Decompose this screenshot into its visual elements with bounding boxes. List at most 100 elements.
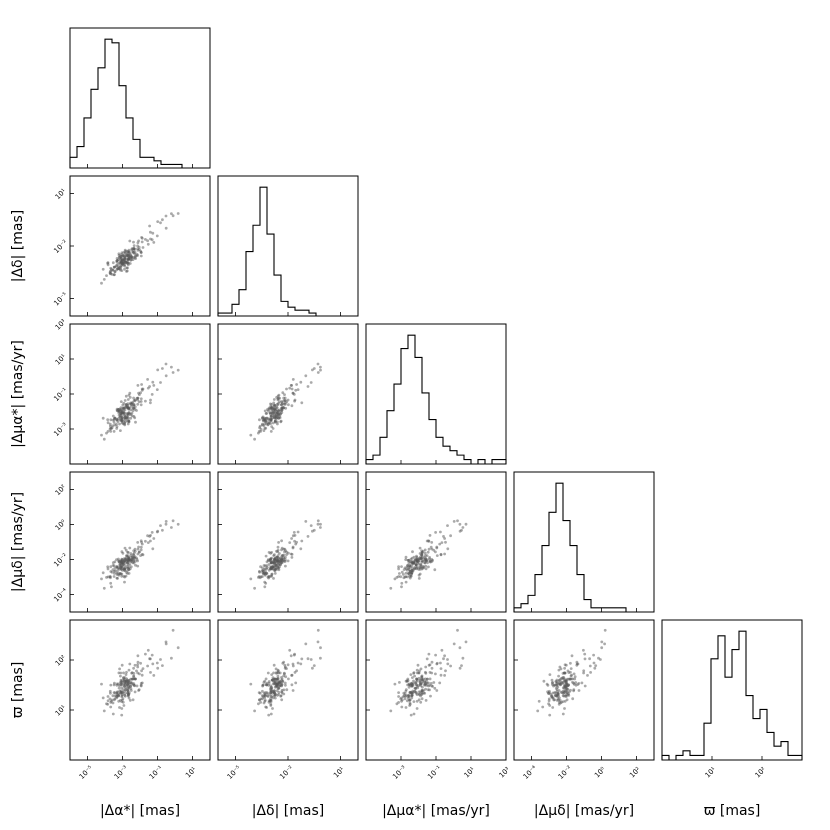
scatter-point xyxy=(266,575,270,579)
scatter-point xyxy=(406,558,410,562)
scatter-point xyxy=(127,250,131,254)
scatter-point xyxy=(397,565,400,569)
scatter-point xyxy=(283,681,287,685)
scatter-point xyxy=(425,558,429,562)
scatter-point xyxy=(300,401,304,405)
scatter-point xyxy=(121,558,124,562)
scatter-point xyxy=(542,679,546,683)
scatter-point xyxy=(105,431,108,435)
scatter-point xyxy=(272,401,276,405)
scatter-point xyxy=(428,534,432,537)
scatter-point xyxy=(128,563,132,566)
scatter-point xyxy=(416,663,420,667)
scatter-point xyxy=(109,418,113,422)
scatter-point xyxy=(577,689,581,692)
scatter-point xyxy=(409,713,413,717)
scatter-point xyxy=(121,403,125,407)
scatter-point xyxy=(121,412,125,416)
scatter-point xyxy=(319,656,322,660)
scatter-point xyxy=(274,566,277,569)
scatter-point xyxy=(273,553,276,557)
scatter-point xyxy=(294,388,298,392)
scatter-point xyxy=(397,695,400,698)
scatter-point xyxy=(400,570,404,574)
scatter-point xyxy=(407,698,411,702)
panel-dpmdec-vs-dpmdec xyxy=(513,471,655,613)
scatter-point xyxy=(429,682,433,685)
scatter-point xyxy=(420,678,424,682)
scatter-point xyxy=(164,642,168,646)
scatter-point xyxy=(592,653,595,657)
scatter-point xyxy=(155,234,159,238)
x-axis-label-dra: |Δα*| [mas] xyxy=(100,803,180,819)
scatter-point xyxy=(424,687,427,691)
scatter-point xyxy=(121,563,125,567)
scatter-point xyxy=(115,425,119,428)
scatter-point xyxy=(440,541,444,544)
scatter-point xyxy=(440,648,444,652)
scatter-point xyxy=(592,661,596,665)
scatter-point xyxy=(419,667,423,671)
scatter-point xyxy=(404,679,408,683)
scatter-point xyxy=(410,572,413,575)
scatter-point xyxy=(161,367,164,370)
scatter-point xyxy=(460,664,463,667)
scatter-point xyxy=(603,642,606,646)
scatter-point xyxy=(263,696,267,700)
scatter-point xyxy=(123,679,126,683)
scatter-point xyxy=(291,534,295,538)
scatter-point xyxy=(267,683,270,687)
scatter-point xyxy=(108,422,112,426)
scatter-point xyxy=(561,694,565,697)
scatter-point xyxy=(119,674,122,678)
scatter-point xyxy=(127,568,131,571)
scatter-point xyxy=(419,700,423,704)
scatter-point xyxy=(113,691,117,694)
scatter-point xyxy=(159,221,162,225)
scatter-point xyxy=(137,545,141,549)
scatter-point xyxy=(282,660,286,664)
scatter-point xyxy=(560,700,563,704)
scatter-point xyxy=(276,409,280,413)
scatter-point xyxy=(120,707,124,710)
scatter-point xyxy=(115,418,119,422)
scatter-point xyxy=(309,658,313,661)
scatter-point xyxy=(571,697,575,701)
scatter-point xyxy=(132,403,136,407)
scatter-point xyxy=(128,239,132,243)
scatter-point xyxy=(176,212,180,215)
scatter-point xyxy=(106,702,110,706)
scatter-point xyxy=(108,575,112,578)
scatter-point xyxy=(279,419,283,423)
scatter-point xyxy=(139,682,143,685)
scatter-point xyxy=(284,564,287,568)
scatter-point xyxy=(273,682,277,686)
scatter-point xyxy=(290,556,294,559)
scatter-point xyxy=(290,537,293,540)
scatter-point xyxy=(413,689,417,693)
scatter-point xyxy=(415,668,419,672)
scatter-point xyxy=(263,679,267,683)
scatter-point xyxy=(569,677,573,681)
scatter-point xyxy=(257,702,260,706)
scatter-point xyxy=(404,571,408,575)
scatter-point xyxy=(136,564,140,568)
scatter-point xyxy=(122,676,125,679)
panel-dpmra-vs-dra: 10⁻³ 10⁻¹ 10¹ 10³ xyxy=(52,318,211,465)
scatter-point xyxy=(131,698,135,702)
scatter-point xyxy=(122,671,125,675)
scatter-point xyxy=(430,547,434,551)
panel-dpmdec-vs-ddec xyxy=(217,471,359,613)
scatter-point xyxy=(456,519,459,523)
scatter-point xyxy=(126,558,130,562)
scatter-point xyxy=(123,688,127,692)
scatter-point xyxy=(312,664,316,667)
scatter-point xyxy=(280,403,283,407)
scatter-point xyxy=(548,704,552,707)
scatter-point xyxy=(278,552,281,555)
scatter-point xyxy=(563,666,566,670)
scatter-point xyxy=(415,555,419,559)
scatter-point xyxy=(140,673,144,677)
scatter-point xyxy=(109,430,113,433)
scatter-point xyxy=(117,686,121,690)
